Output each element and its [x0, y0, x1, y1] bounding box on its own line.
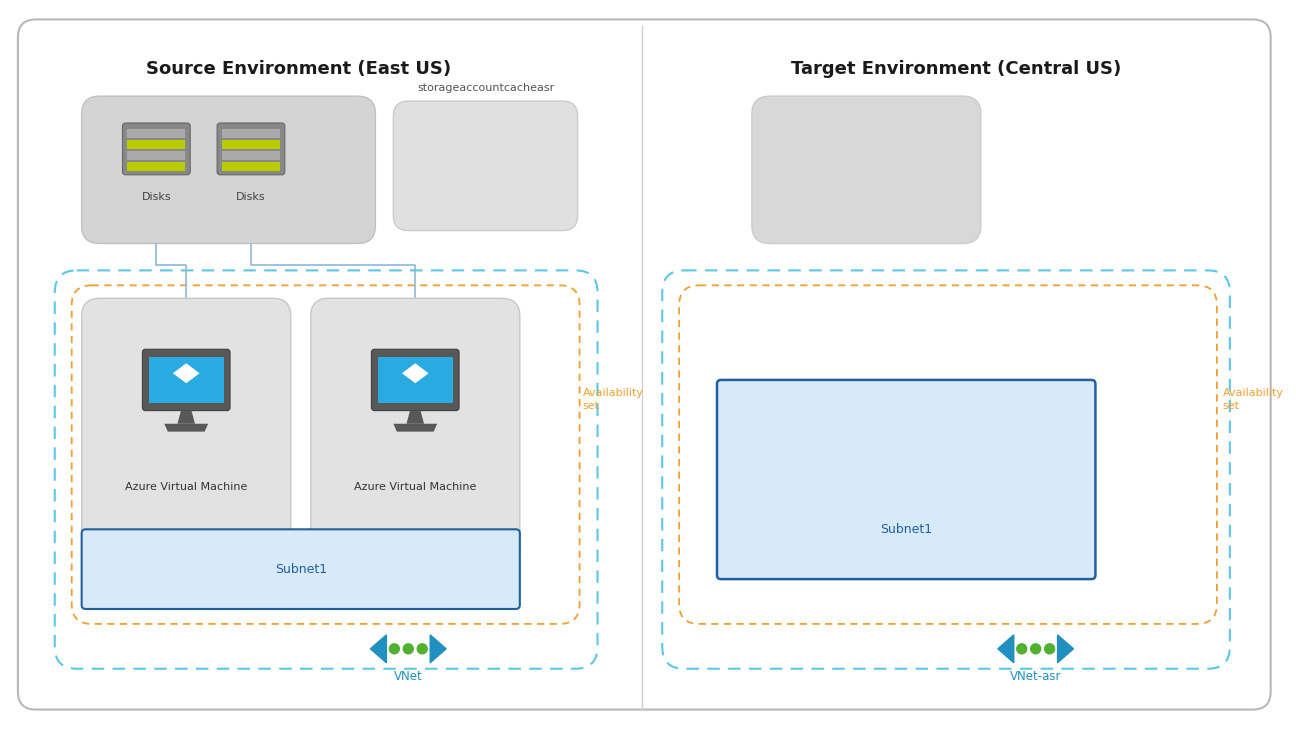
Text: Azure Virtual Machine: Azure Virtual Machine — [354, 483, 477, 493]
FancyBboxPatch shape — [18, 20, 1270, 709]
FancyBboxPatch shape — [717, 380, 1095, 579]
FancyBboxPatch shape — [127, 162, 185, 171]
FancyBboxPatch shape — [377, 357, 452, 403]
Circle shape — [389, 644, 399, 654]
Text: Disks: Disks — [236, 192, 266, 202]
Circle shape — [1030, 644, 1041, 654]
Circle shape — [403, 644, 413, 654]
FancyBboxPatch shape — [662, 270, 1230, 668]
FancyBboxPatch shape — [143, 349, 229, 410]
Text: Target Environment (Central US): Target Environment (Central US) — [791, 61, 1121, 78]
Text: Disks: Disks — [141, 192, 171, 202]
Text: Availability
set: Availability set — [583, 389, 644, 411]
FancyBboxPatch shape — [149, 357, 224, 403]
Polygon shape — [165, 424, 209, 432]
Text: Source Environment (East US): Source Environment (East US) — [146, 61, 451, 78]
Circle shape — [417, 644, 428, 654]
Text: storageaccountcacheasr: storageaccountcacheasr — [417, 83, 555, 93]
Text: Subnet1: Subnet1 — [880, 523, 932, 536]
Polygon shape — [998, 635, 1013, 663]
FancyBboxPatch shape — [394, 101, 578, 230]
FancyBboxPatch shape — [127, 129, 185, 138]
FancyBboxPatch shape — [82, 298, 290, 567]
FancyBboxPatch shape — [123, 123, 191, 175]
FancyBboxPatch shape — [54, 270, 597, 668]
Polygon shape — [430, 635, 446, 663]
FancyBboxPatch shape — [71, 285, 579, 624]
FancyBboxPatch shape — [222, 162, 280, 171]
Circle shape — [1045, 644, 1055, 654]
FancyBboxPatch shape — [82, 96, 376, 243]
FancyBboxPatch shape — [127, 151, 185, 160]
FancyBboxPatch shape — [311, 298, 520, 567]
FancyBboxPatch shape — [218, 123, 285, 175]
Text: Subnet1: Subnet1 — [275, 563, 327, 576]
Text: VNet: VNet — [394, 670, 422, 683]
Circle shape — [1017, 644, 1026, 654]
Polygon shape — [407, 410, 424, 424]
FancyBboxPatch shape — [222, 140, 280, 149]
Polygon shape — [394, 424, 437, 432]
FancyBboxPatch shape — [127, 140, 185, 149]
Text: VNet-asr: VNet-asr — [1010, 670, 1061, 683]
Polygon shape — [172, 363, 200, 383]
Polygon shape — [402, 363, 429, 383]
FancyBboxPatch shape — [752, 96, 981, 243]
Text: Azure Virtual Machine: Azure Virtual Machine — [124, 483, 248, 493]
FancyBboxPatch shape — [372, 349, 459, 410]
Polygon shape — [1058, 635, 1073, 663]
Text: Availability
set: Availability set — [1223, 389, 1284, 411]
FancyBboxPatch shape — [222, 129, 280, 138]
FancyBboxPatch shape — [679, 285, 1217, 624]
FancyBboxPatch shape — [82, 529, 520, 609]
Polygon shape — [371, 635, 386, 663]
Polygon shape — [178, 410, 194, 424]
FancyBboxPatch shape — [222, 151, 280, 160]
